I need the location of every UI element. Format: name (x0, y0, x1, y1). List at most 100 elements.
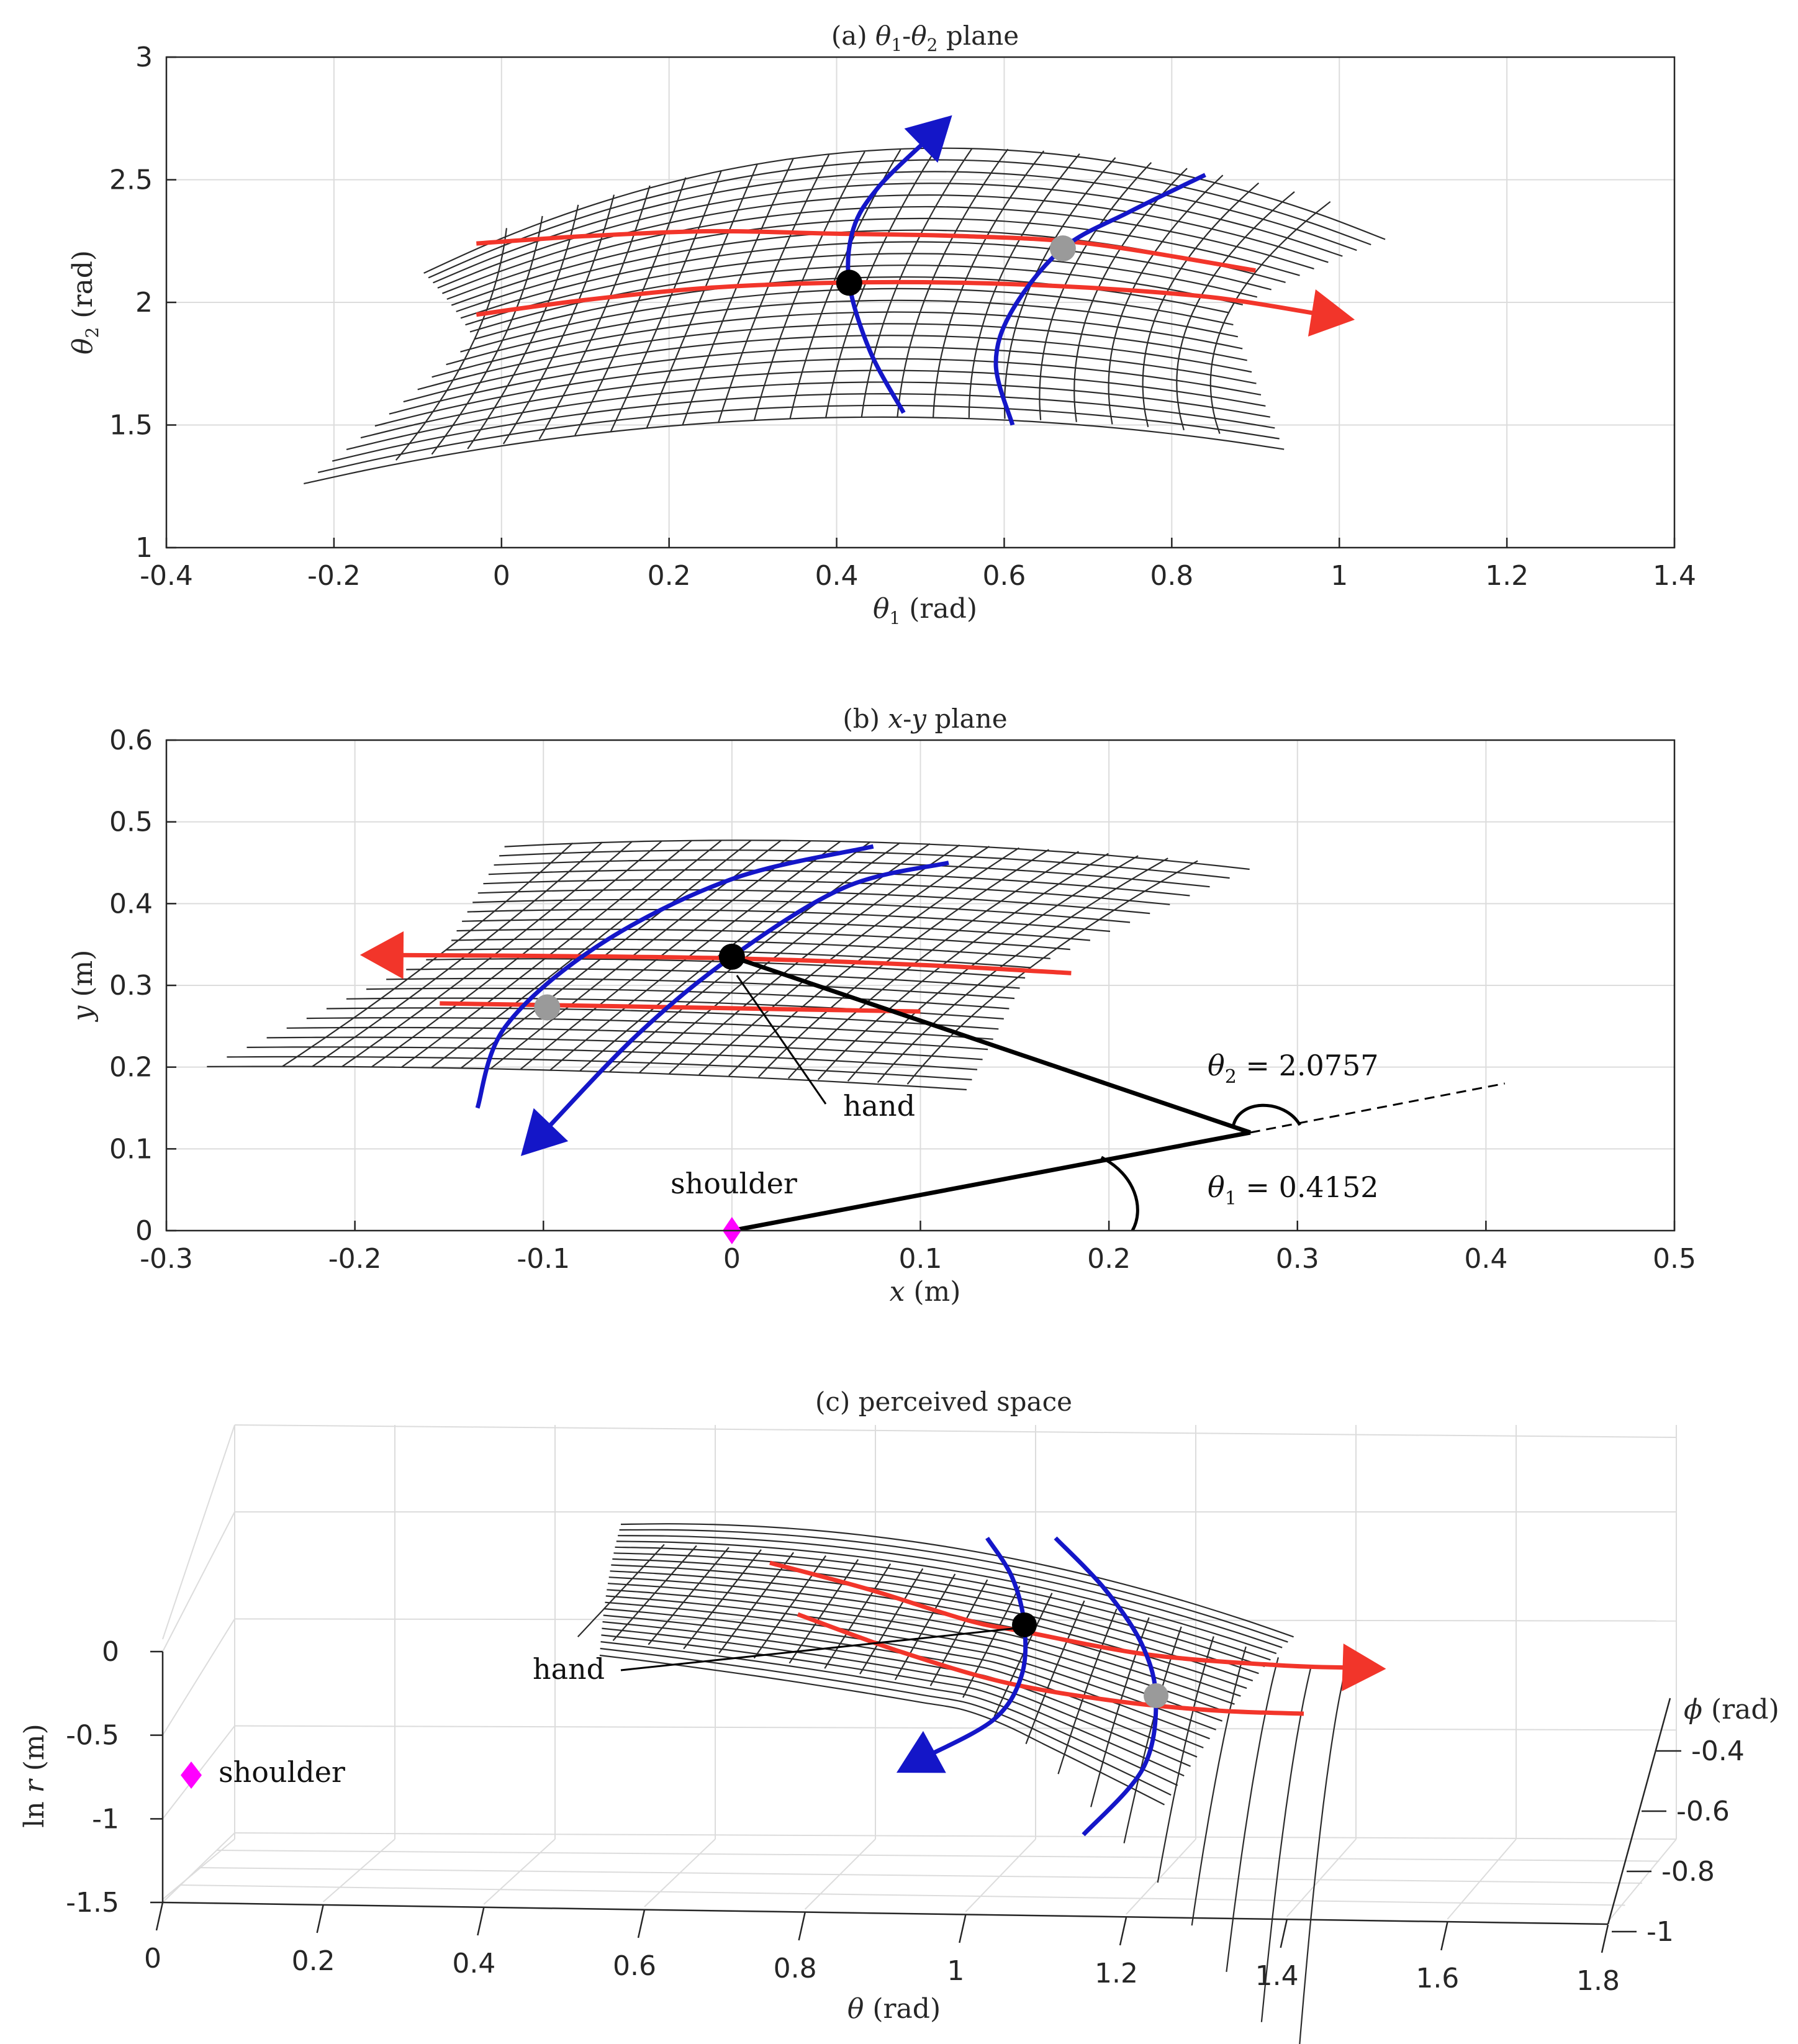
y-tick-label: 0.3 (109, 970, 153, 1002)
x-tick-label: 1.4 (1653, 560, 1696, 592)
red-lower (440, 1001, 921, 1014)
x-tick-label: 0.1 (899, 1243, 942, 1275)
theta1-arc (1100, 1155, 1139, 1232)
blue-curve-3d-right (1054, 1536, 1159, 1837)
panel-b-title: (b) x-y plane (843, 703, 1007, 734)
mesh-line-3d (611, 1564, 1254, 1681)
x-tick-label: 0.5 (1653, 1243, 1696, 1275)
lnr-tick-label: -1.5 (66, 1887, 119, 1919)
tick-mark-theta (155, 1902, 164, 1931)
gray-point (1049, 235, 1076, 262)
mesh-line (332, 393, 1275, 462)
gray-point-3d (1144, 1683, 1168, 1708)
mesh-line (456, 928, 1070, 951)
shoulder-label-3d: shoulder (219, 1755, 345, 1789)
panel-c-axes-box (161, 1424, 1677, 1925)
panel-b-x-ticks: -0.3 -0.2 -0.1 0 0.1 0.2 0.3 0.4 0.5 (140, 1243, 1696, 1275)
mesh-line (446, 299, 1239, 366)
mesh-line-3d (599, 1654, 1165, 1806)
panel-a-points (836, 235, 1076, 296)
mesh-line-3d (1226, 1657, 1279, 1973)
theta-tick-label: 1.4 (1255, 1960, 1299, 1992)
blue-right (993, 173, 1206, 426)
hand-label-3d: hand (533, 1652, 605, 1686)
hand-label: hand (843, 1089, 915, 1123)
x-tick-label: 0 (493, 560, 510, 592)
mesh-line (442, 194, 1329, 294)
mesh-line-3d (859, 1568, 924, 1675)
blue-left (475, 844, 874, 1109)
grid-3d-floor (1447, 1838, 1517, 1920)
panel-c-blue-curves (896, 1536, 1159, 1837)
mesh-line-3d (824, 1563, 892, 1669)
mesh-line (968, 153, 1080, 418)
theta-tick-label: 1.2 (1095, 1958, 1138, 1989)
panel-b-arm (722, 954, 1506, 1244)
mesh-line (465, 253, 1258, 326)
mesh-line-3d (1157, 1636, 1214, 1883)
x-tick-label: 0 (723, 1243, 741, 1275)
grid-3d-left-top (162, 1424, 235, 1640)
x-tick-label: -0.2 (307, 560, 361, 592)
grid-3d-floor (1126, 1838, 1196, 1915)
y-tick-label: 0.4 (109, 888, 153, 920)
mesh-line-3d (1299, 1680, 1344, 2044)
panel-b-grid (165, 739, 1676, 1232)
mesh-line (360, 369, 1266, 439)
shoulder-label: shoulder (671, 1167, 797, 1200)
mesh-line (499, 849, 1230, 879)
panel-c-title: (c) perceived space (815, 1386, 1072, 1417)
grid-3d-floor-cross (198, 1867, 1643, 1884)
mesh-line (266, 1036, 983, 1060)
x-tick-label: 0.2 (648, 560, 691, 592)
lnr-tick-label: -1 (92, 1803, 119, 1835)
mesh-line-3d (1057, 1608, 1118, 1775)
mesh-line (460, 839, 752, 1069)
theta-tick-label: 1 (947, 1955, 964, 1987)
mesh-line (431, 311, 1243, 378)
grid-3d-floor-cross (216, 1850, 1660, 1862)
mesh-line (207, 1065, 967, 1091)
mesh-line (1209, 201, 1331, 434)
lnr-tick-label: 0 (102, 1636, 119, 1668)
grid-3d-floor (965, 1838, 1036, 1912)
mesh-line (389, 346, 1257, 415)
mesh-line-3d (607, 1589, 1229, 1714)
tick-mark-theta (1280, 1919, 1288, 1948)
blue-curve-3d-arrowhead (896, 1730, 946, 1773)
mesh-line (717, 154, 830, 423)
x-tick-label: -0.1 (517, 1243, 570, 1275)
panel-a-ylabel: θ2 (rad) (67, 250, 102, 355)
panel-a-blue-curves (846, 115, 1206, 426)
blue-left (846, 136, 931, 414)
mesh-line (428, 159, 1371, 279)
mesh-line-3d (615, 1546, 1271, 1661)
mesh-line-3d (1191, 1646, 1247, 1926)
y-tick-label: 0.1 (109, 1133, 153, 1165)
mesh-line (346, 381, 1270, 451)
mesh-line (437, 183, 1343, 289)
axis-3d-phi (1607, 1698, 1671, 1925)
theta-tick-label: 1.8 (1576, 1965, 1620, 1997)
mesh-line (462, 918, 1090, 941)
mesh-line (1142, 182, 1260, 427)
tick-mark-theta (1601, 1924, 1609, 1953)
mesh-line-3d (605, 1601, 1216, 1730)
mesh-line-3d (618, 1535, 1283, 1648)
tick-mark-theta (1440, 1922, 1448, 1951)
mesh-line (317, 404, 1280, 473)
mesh-line (374, 358, 1262, 427)
mesh-line-3d (929, 1579, 988, 1686)
axis-3d-theta (162, 1901, 1609, 1925)
blue-right-arrowhead (520, 1108, 569, 1156)
panel-c-ylabel: ln r (m) (19, 1724, 50, 1828)
mesh-line-3d (607, 1583, 1235, 1705)
mesh-line-3d (718, 1552, 794, 1654)
theta1-annotation: θ1 = 0.4152 (1208, 1170, 1379, 1210)
red-upper (476, 228, 1256, 273)
grid-3d-left-wall (162, 1832, 235, 1903)
panel-c-xlabel: θ (rad) (847, 1993, 941, 2025)
mesh-line (227, 1056, 972, 1080)
grid-3d-left-wall (162, 1618, 235, 1736)
panel-a-xlabel: θ1 (rad) (873, 593, 977, 628)
